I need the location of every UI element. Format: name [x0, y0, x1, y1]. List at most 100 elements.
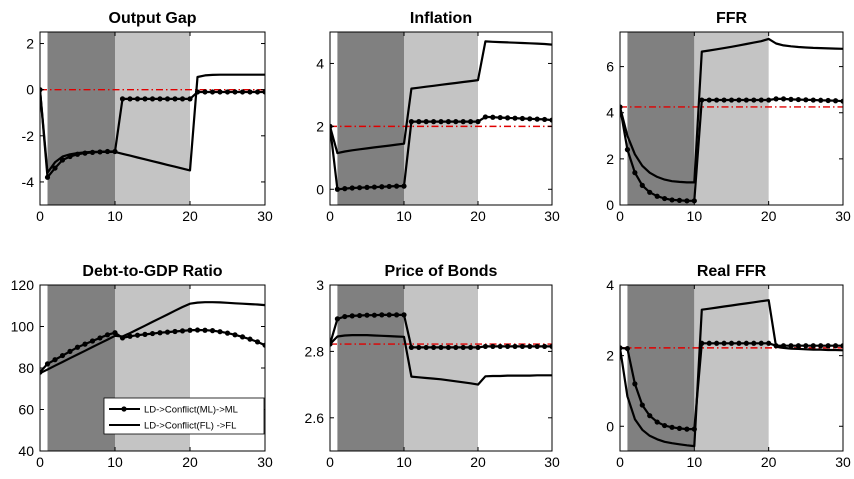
data-point: [209, 89, 216, 95]
data-point: [758, 97, 764, 103]
data-point: [721, 340, 727, 346]
axes-box: [329, 31, 553, 206]
y-tick-label: -4: [22, 174, 35, 190]
data-point: [209, 328, 216, 334]
data-point: [639, 402, 645, 408]
data-point: [803, 343, 809, 349]
data-point: [247, 336, 253, 342]
shade-phase-2: [404, 32, 478, 205]
data-point: [423, 119, 429, 125]
data-point: [832, 98, 839, 104]
data-point: [194, 327, 201, 333]
data-point: [490, 343, 496, 350]
data-point: [453, 119, 459, 125]
data-point: [810, 343, 816, 349]
data-point: [149, 330, 156, 337]
data-point: [357, 185, 363, 191]
data-point: [349, 313, 355, 319]
panel-title: Output Gap: [109, 10, 197, 27]
shade-phase-1: [627, 285, 695, 451]
data-point: [217, 329, 223, 335]
x-tick-label: 0: [326, 454, 334, 470]
data-point: [394, 183, 400, 189]
x-tick-label: 30: [544, 454, 560, 470]
x-tick-label: 0: [326, 208, 334, 224]
legend-marker: [121, 406, 127, 412]
data-point: [691, 198, 697, 204]
y-tick-label: 2.6: [305, 410, 325, 426]
y-tick-label: -2: [22, 128, 35, 144]
data-point: [460, 119, 466, 125]
y-tick-label: 40: [18, 443, 34, 459]
data-point: [401, 183, 407, 189]
data-point: [408, 119, 414, 125]
y-tick-label: 2: [606, 348, 614, 364]
data-point: [736, 340, 742, 346]
panel-5: 0 10 20 30 3 2.8 2.6 Price of Bonds: [305, 263, 560, 470]
data-point: [549, 343, 552, 350]
data-point: [164, 329, 171, 335]
data-point: [52, 357, 58, 363]
axes-box: [39, 31, 266, 206]
data-point: [825, 97, 831, 104]
data-point: [364, 312, 370, 318]
data-point: [542, 343, 548, 350]
data-point: [468, 119, 474, 125]
series-group: [620, 37, 843, 204]
data-point: [512, 343, 518, 350]
data-point: [164, 96, 171, 102]
data-point: [497, 114, 503, 121]
data-point: [647, 413, 653, 419]
data-point: [706, 97, 712, 103]
x-tick-label: 10: [107, 208, 123, 224]
data-point: [534, 343, 540, 350]
y-tick-label: 4: [316, 55, 324, 71]
x-tick-label: 10: [396, 208, 412, 224]
shade-phase-2: [694, 32, 769, 205]
data-point: [44, 361, 51, 367]
data-point: [67, 348, 73, 354]
data-point: [519, 115, 526, 122]
data-point: [475, 119, 481, 125]
y-tick-label: 0: [26, 82, 34, 98]
data-point: [743, 340, 749, 346]
x-tick-label: 0: [616, 454, 624, 470]
data-point: [239, 89, 246, 95]
panel-title: FFR: [716, 10, 748, 27]
series-line-2: [40, 73, 265, 174]
data-point: [334, 186, 340, 192]
data-point: [497, 343, 503, 350]
data-point: [706, 340, 712, 346]
axes-box: [329, 284, 553, 452]
data-point: [334, 316, 340, 322]
data-point: [676, 425, 683, 431]
x-tick-label: 0: [36, 208, 44, 224]
data-point: [379, 184, 385, 190]
x-tick-label: 0: [36, 454, 44, 470]
data-point: [743, 97, 749, 103]
data-point: [662, 195, 668, 202]
data-point: [810, 97, 816, 103]
data-point: [736, 97, 742, 103]
data-point: [179, 96, 186, 102]
data-point: [438, 344, 444, 351]
series-group: [330, 40, 552, 192]
y-tick-label: 2: [26, 36, 34, 52]
x-tick-label: 10: [396, 454, 412, 470]
y-tick-label: 2.8: [305, 343, 325, 359]
data-point: [157, 96, 163, 102]
data-point: [684, 426, 690, 432]
data-point: [386, 183, 392, 190]
data-point: [224, 330, 231, 336]
shade-phase-2: [404, 285, 478, 451]
x-tick-label: 20: [470, 454, 486, 470]
data-point: [758, 340, 764, 346]
data-point: [460, 344, 466, 351]
data-point: [142, 96, 148, 102]
legend-label: LD->Conflict(FL) ->FL: [144, 421, 236, 432]
data-point: [832, 343, 839, 349]
data-point: [840, 98, 843, 104]
data-point: [44, 174, 51, 180]
